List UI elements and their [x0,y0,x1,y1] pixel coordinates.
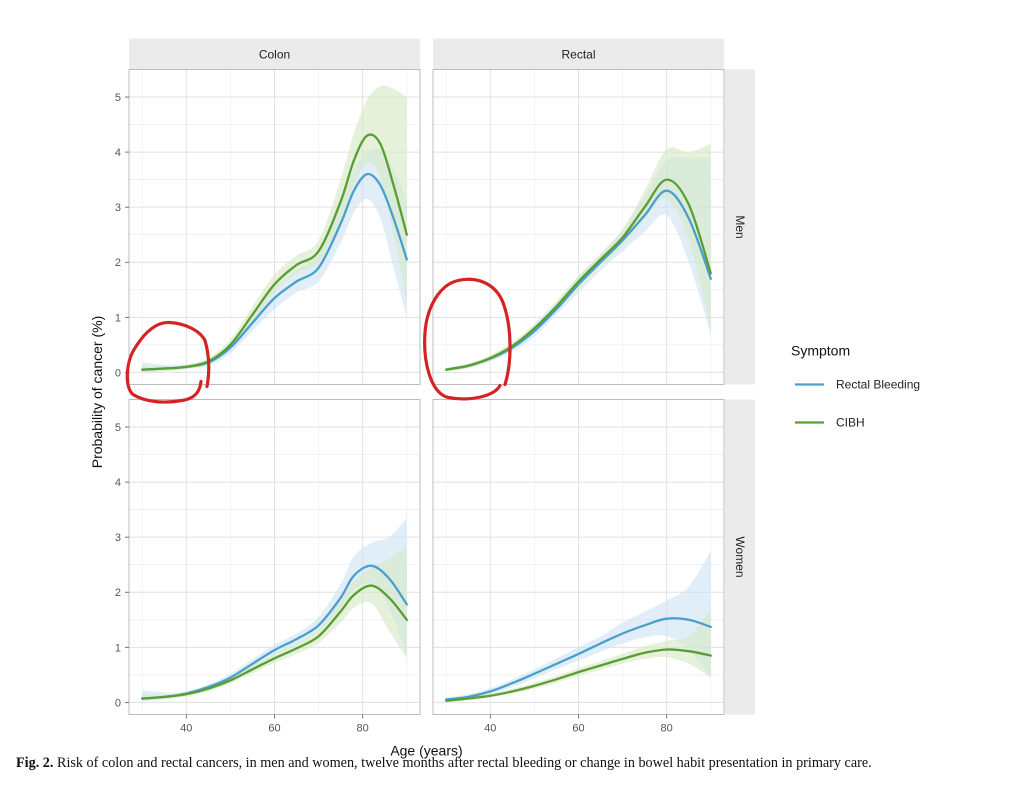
facet-strip-colon: Colon [129,38,420,70]
y-axis-title: Probability of cancer (%) [89,316,105,469]
panel-colon-women [128,399,421,715]
figure-caption: Fig. 2. Risk of colon and rectal cancers… [16,755,1016,772]
x-tick-label: 40 [484,723,496,735]
annotation-circle [125,320,211,404]
panel-colon-men [128,69,421,385]
annotation-marks [125,277,512,404]
y-tick-label: 2 [115,587,121,599]
y-tick-label: 2 [115,257,121,269]
ci-band-cibh [142,85,407,372]
panel-rectal-women [432,399,725,715]
y-tick-label: 5 [115,92,121,104]
caption-text: Risk of colon and rectal cancers, in men… [56,755,872,771]
panel-border [432,69,725,385]
x-tick-label: 60 [268,723,280,735]
ci-band-cibh [446,143,711,372]
y-tick-label: 1 [115,312,121,324]
annotation-circle [423,277,512,401]
y-tick-label: 0 [115,697,121,709]
series-line-cibh [141,584,408,700]
grid-lines-major [433,399,724,715]
x-tick-label: 60 [572,723,584,735]
y-tick-label: 1 [115,642,121,654]
legend: Symptom Rectal Bleeding CIBH [791,343,920,430]
y-tick-label: 5 [115,422,121,434]
x-axis-title: Age (years) [390,743,462,759]
grid-lines-major [129,69,420,385]
series-line-cibh [445,648,712,702]
legend-label: CIBH [836,416,865,430]
facet-strip-rectal: Rectal [433,38,724,70]
y-tick-label: 4 [115,147,121,159]
facet-strip-label: Rectal [561,48,595,62]
facet-strip-women: Women [725,399,755,715]
facet-strip-label: Colon [259,48,290,62]
legend-title: Symptom [791,343,850,359]
legend-label: Rectal Bleeding [836,378,920,392]
facet-strip-bg [725,399,755,715]
series-line-rectal-bleeding [445,617,712,701]
series-line-cibh [445,178,712,371]
legend-item-rectal-bleeding: Rectal Bleeding [795,378,920,392]
caption-label: Fig. 2. [16,755,54,771]
ci-band-cibh [446,608,711,702]
facet-strip-bg [129,38,420,70]
series-line-cibh [141,133,408,371]
y-tick-label: 0 [115,367,121,379]
x-tick-label: 40 [180,723,192,735]
y-tick-label: 4 [115,477,121,489]
y-tick-label: 3 [115,202,121,214]
legend-item-cibh: CIBH [795,416,865,430]
x-tick-label: 80 [357,723,369,735]
facet-strip-men: Men [725,69,755,385]
panel-border [128,69,421,385]
x-tick-label: 80 [661,723,673,735]
y-tick-label: 3 [115,532,121,544]
facet-strip-bg [725,69,755,385]
ci-band-rectal-bleeding [446,550,711,702]
facet-strip-label: Women [733,536,747,577]
facet-strip-bg [433,38,724,70]
panel-rectal-men [432,69,725,385]
facet-strip-label: Men [733,215,747,238]
grid-lines-major [433,69,724,385]
